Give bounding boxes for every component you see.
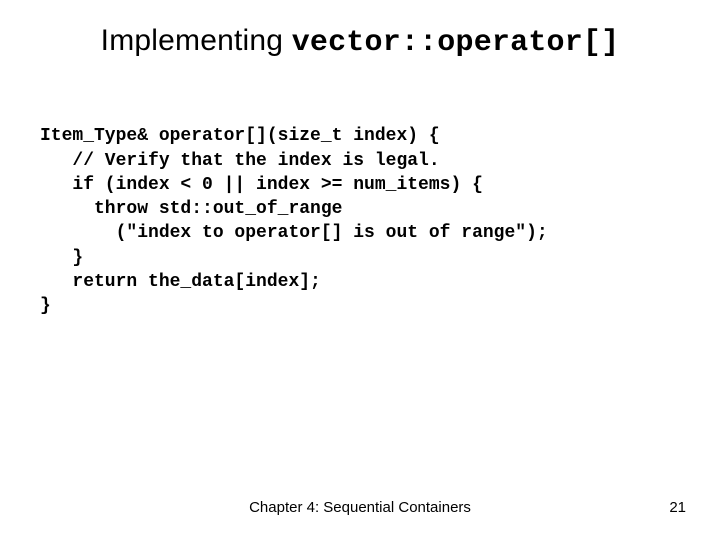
code-block: Item_Type& operator[](size_t index) { //… — [40, 100, 548, 343]
code-line: return the_data[index]; — [40, 272, 321, 292]
code-line: throw std::out_of_range — [40, 199, 342, 219]
code-line: Item_Type& operator[](size_t index) { — [40, 126, 440, 146]
title-mono: vector::operator[] — [292, 26, 620, 60]
code-line: ("index to operator[] is out of range"); — [40, 223, 548, 243]
slide: Implementing vector::operator[] Item_Typ… — [0, 0, 720, 540]
footer-chapter: Chapter 4: Sequential Containers — [0, 499, 720, 516]
footer-page-number: 21 — [669, 499, 686, 516]
slide-title: Implementing vector::operator[] — [0, 24, 720, 60]
code-line: if (index < 0 || index >= num_items) { — [40, 175, 483, 195]
code-line: } — [40, 296, 51, 316]
title-prefix: Implementing — [101, 24, 292, 57]
code-line: // Verify that the index is legal. — [40, 151, 440, 171]
code-line: } — [40, 248, 83, 268]
